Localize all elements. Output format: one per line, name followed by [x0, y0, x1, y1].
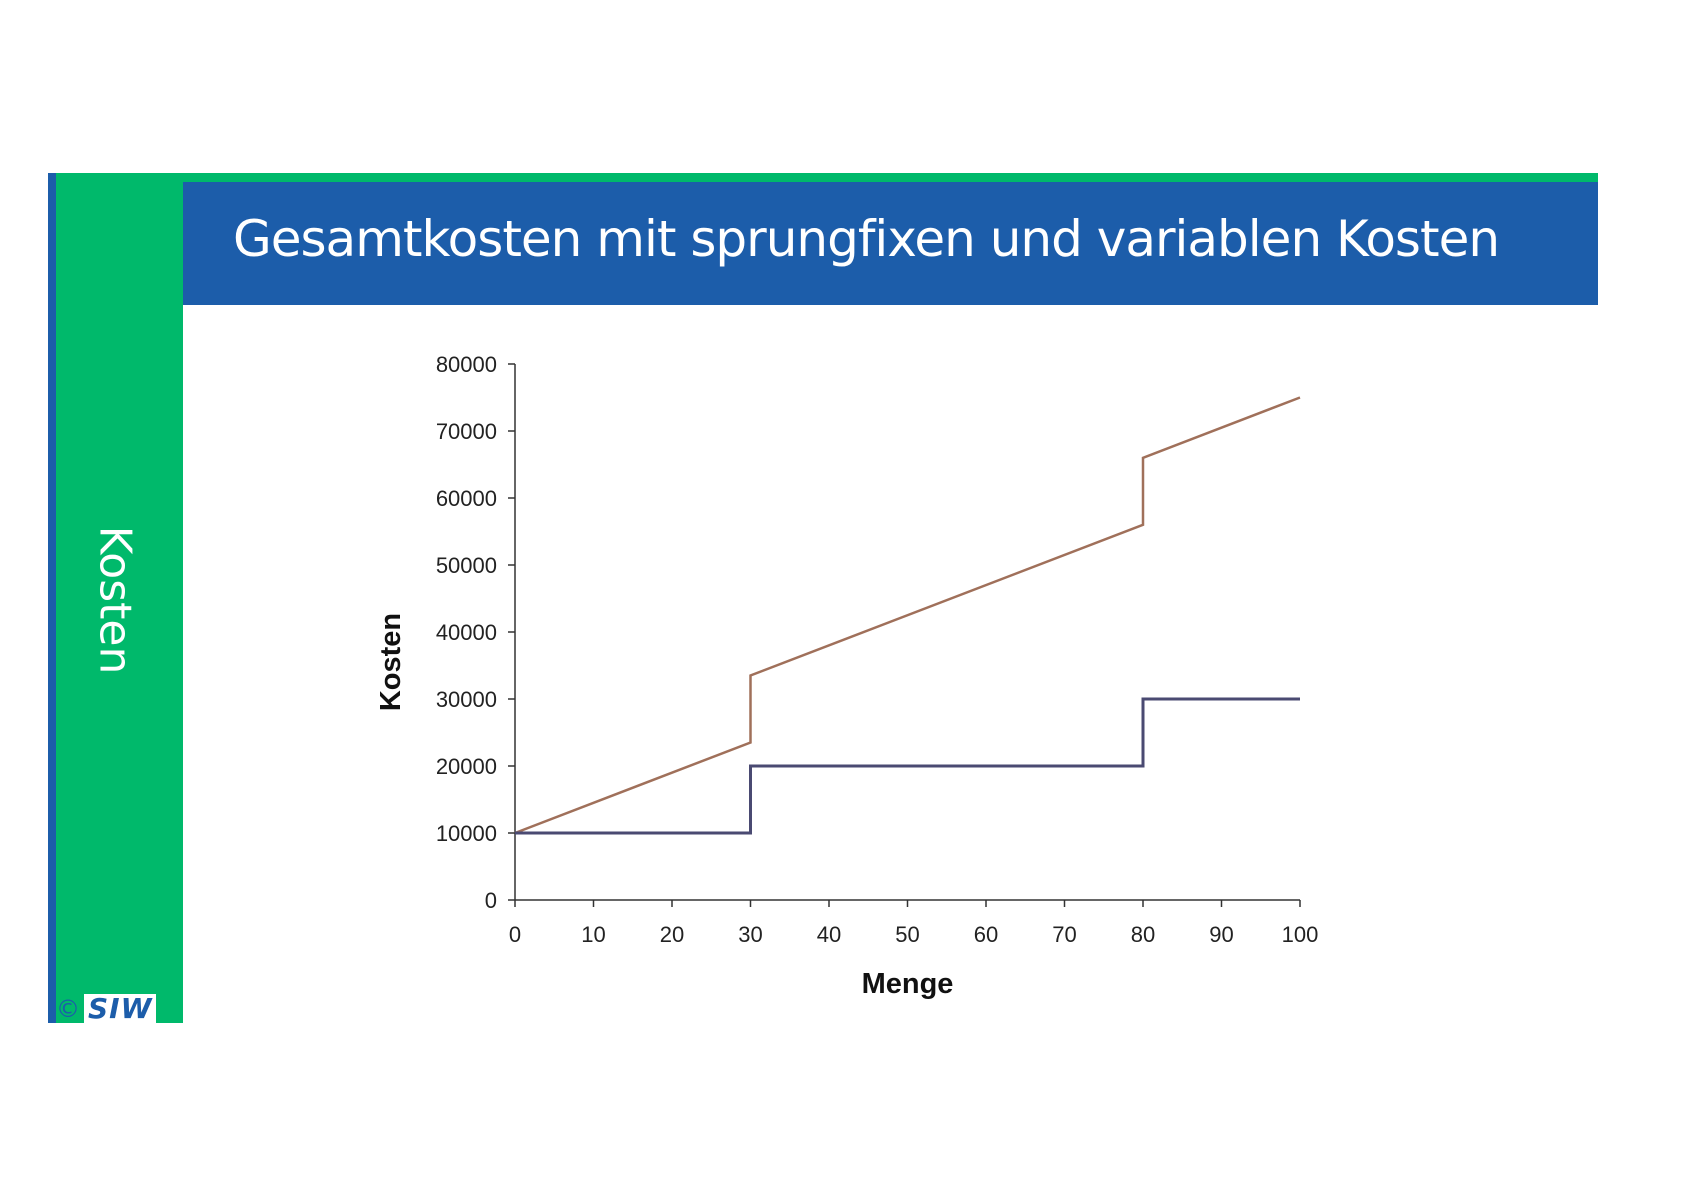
top-green-stripe — [183, 173, 1598, 182]
series-line-1 — [514, 396, 1301, 835]
chart-axes: 0 10000 20000 30000 40000 50000 60000 70000 8000… — [436, 352, 1319, 947]
x-tick-label: 100 — [1282, 922, 1319, 947]
x-tick-label: 60 — [974, 922, 998, 947]
logo-box: SIW — [84, 992, 157, 1025]
y-tick-label: 0 — [485, 888, 497, 913]
y-tick-label: 50000 — [436, 553, 497, 578]
x-tick-label: 50 — [895, 922, 919, 947]
chart-series — [514, 396, 1301, 835]
x-axis-title: Menge — [862, 968, 954, 1000]
title-bar: Gesamtkosten mit sprungfixen und variabl… — [183, 182, 1598, 305]
x-tick-label: 20 — [660, 922, 684, 947]
slide-title: Gesamtkosten mit sprungfixen und variabl… — [233, 210, 1500, 268]
x-tick-label: 10 — [581, 922, 605, 947]
y-tick-label: 30000 — [436, 687, 497, 712]
y-tick-label: 70000 — [436, 419, 497, 444]
y-tick-label: 40000 — [436, 620, 497, 645]
copyright-symbol: © — [56, 995, 80, 1023]
siw-logo: © SIW — [56, 994, 183, 1024]
x-tick-label: 30 — [738, 922, 762, 947]
x-tick-label: 80 — [1131, 922, 1155, 947]
y-tick-label: 20000 — [436, 754, 497, 779]
y-tick-label: 60000 — [436, 486, 497, 511]
left-green-bar — [48, 173, 183, 1023]
y-tick-label: 80000 — [436, 352, 497, 377]
x-tick-label: 90 — [1209, 922, 1233, 947]
x-tick-label: 40 — [817, 922, 841, 947]
y-tick-label: 10000 — [436, 821, 497, 846]
x-tick-label: 70 — [1052, 922, 1076, 947]
logo-text: SIW — [88, 992, 153, 1025]
x-tick-label: 0 — [509, 922, 521, 947]
series-line-2 — [515, 697, 1300, 835]
y-axis-title: Kosten — [375, 613, 407, 711]
